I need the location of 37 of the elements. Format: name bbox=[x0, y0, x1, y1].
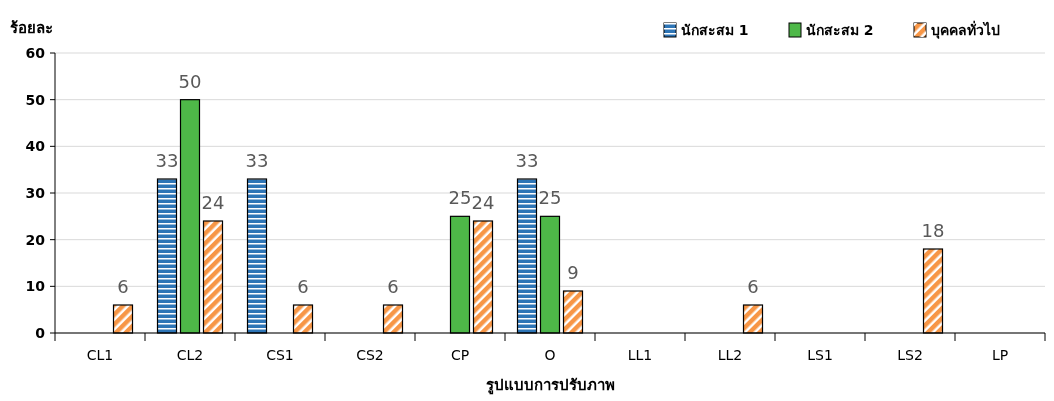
x-tick-label: O bbox=[544, 347, 556, 363]
x-tick-label: LL2 bbox=[717, 347, 743, 363]
data-label: 25 bbox=[448, 187, 472, 209]
y-tick-label: 40 bbox=[25, 138, 46, 155]
data-label: 9 bbox=[567, 262, 579, 283]
y-tick-label: 10 bbox=[25, 278, 46, 295]
y-tick-label: 0 bbox=[35, 324, 46, 341]
x-tick-label: CP bbox=[450, 347, 470, 363]
y-axis-title: ร้อยละ bbox=[10, 19, 53, 37]
data-label: 33 bbox=[155, 150, 179, 171]
y-tick-label: 50 bbox=[25, 91, 46, 108]
data-label: 25 bbox=[538, 187, 562, 209]
data-label: 6 bbox=[747, 276, 759, 297]
data-label: 18 bbox=[921, 220, 945, 241]
x-axis-title: รูปแบบการปรับภาพ bbox=[485, 376, 615, 395]
y-tick-label: 20 bbox=[25, 231, 46, 248]
data-label: 6 bbox=[387, 276, 399, 297]
data-label: 24 bbox=[201, 192, 225, 213]
data-label: 50 bbox=[178, 70, 202, 92]
data-label: 6 bbox=[117, 276, 129, 297]
x-tick-label: CS2 bbox=[356, 347, 384, 363]
data-label: 24 bbox=[471, 192, 495, 213]
legend-label: นักสะสม 2 bbox=[806, 22, 874, 38]
legend-label: นักสะสม 1 bbox=[681, 22, 749, 38]
legend-label: บุคคลทั่วไป bbox=[931, 20, 1000, 39]
x-tick-label: LP bbox=[991, 347, 1009, 363]
x-tick-label: LS1 bbox=[807, 347, 833, 363]
data-label: 33 bbox=[245, 150, 269, 171]
data-label: 6 bbox=[297, 276, 309, 297]
x-tick-label: CL2 bbox=[176, 347, 204, 363]
y-tick-label: 60 bbox=[25, 44, 46, 61]
x-tick-label: LL1 bbox=[627, 347, 653, 363]
x-tick-label: CL1 bbox=[86, 347, 114, 363]
y-tick-label: 30 bbox=[25, 184, 46, 201]
data-label: 33 bbox=[515, 150, 539, 171]
x-tick-label: LS2 bbox=[897, 347, 923, 363]
x-tick-label: CS1 bbox=[266, 347, 294, 363]
